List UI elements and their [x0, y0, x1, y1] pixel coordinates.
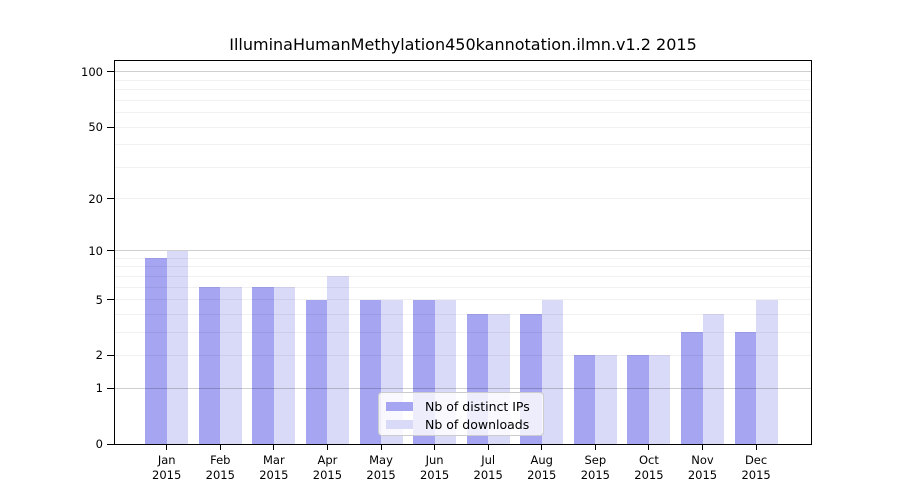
bar-apr-nb-of-distinct-ips — [305, 299, 328, 444]
bar-mar-nb-of-distinct-ips — [252, 287, 274, 444]
bar-mar-nb-of-downloads — [273, 287, 296, 444]
x-tick — [380, 445, 382, 450]
x-tick — [594, 445, 596, 450]
x-tick-label: Feb 2015 — [205, 453, 235, 482]
bar-dec-nb-of-distinct-ips — [734, 332, 757, 444]
bar-sep-nb-of-distinct-ips — [573, 355, 596, 444]
gridline-minor — [115, 144, 811, 146]
bar-nov-nb-of-distinct-ips — [681, 332, 703, 444]
y-tick-label: 10 — [88, 243, 103, 258]
x-tick — [487, 445, 489, 450]
gridline-major — [115, 387, 811, 389]
legend-label-downloads: Nb of downloads — [425, 416, 530, 432]
x-tick — [166, 445, 168, 450]
gridline-minor — [115, 198, 811, 200]
legend-swatch-distinct-ips — [386, 401, 413, 411]
x-tick — [755, 445, 757, 450]
x-tick — [702, 445, 703, 450]
bar-dec-nb-of-downloads — [756, 299, 778, 444]
legend-item-distinct-ips: Nb of distinct IPs — [386, 397, 543, 415]
gridline-major — [115, 71, 811, 73]
gridline-minor — [115, 331, 811, 333]
legend-swatch-downloads — [386, 419, 413, 429]
x-tick — [273, 445, 275, 450]
x-tick-label: Dec 2015 — [741, 453, 771, 482]
bar-sep-nb-of-downloads — [595, 355, 617, 444]
x-tick-label: Mar 2015 — [259, 453, 289, 482]
y-tick-label: 100 — [81, 64, 103, 79]
gridline-minor — [115, 112, 811, 114]
y-tick — [107, 387, 114, 389]
x-tick-label: Jun 2015 — [419, 453, 450, 482]
bar-jan-nb-of-downloads — [166, 250, 189, 444]
gridline-minor — [115, 313, 811, 315]
bar-feb-nb-of-downloads — [220, 287, 242, 444]
y-tick-label: 20 — [88, 191, 103, 206]
bar-feb-nb-of-distinct-ips — [198, 287, 221, 444]
x-tick — [219, 445, 221, 450]
bar-oct-nb-of-downloads — [648, 355, 671, 444]
x-tick-label: Jul 2015 — [473, 453, 503, 482]
y-tick — [107, 354, 114, 356]
legend-item-downloads: Nb of downloads — [386, 415, 543, 433]
gridline-minor — [115, 126, 811, 128]
gridline-minor — [115, 99, 811, 101]
x-tick-label: May 2015 — [366, 453, 396, 482]
plot-area: Nb of distinct IPs Nb of downloads — [114, 60, 812, 445]
chart-title: IlluminaHumanMethylation450kannotation.i… — [229, 35, 697, 54]
y-tick — [107, 443, 114, 445]
legend-label-distinct-ips: Nb of distinct IPs — [425, 398, 530, 414]
y-tick-label: 0 — [95, 437, 103, 451]
gridline-major — [115, 250, 811, 252]
x-tick-label: Jan 2015 — [152, 453, 182, 482]
gridline-minor — [115, 79, 811, 81]
gridline-minor — [115, 266, 811, 268]
gridline-minor — [115, 354, 811, 356]
gridline-minor — [115, 299, 811, 301]
gridline-minor — [115, 166, 811, 168]
bar-nov-nb-of-downloads — [702, 314, 724, 444]
bar-aug-nb-of-downloads — [541, 299, 564, 444]
legend: Nb of distinct IPs Nb of downloads — [378, 392, 544, 436]
bar-jan-nb-of-distinct-ips — [145, 258, 167, 444]
y-tick — [107, 126, 114, 128]
x-tick — [326, 445, 328, 450]
gridline-minor — [115, 286, 811, 288]
x-tick-label: Oct 2015 — [634, 453, 664, 482]
bar-oct-nb-of-distinct-ips — [627, 355, 649, 444]
gridline-minor — [115, 275, 811, 277]
x-tick — [648, 445, 650, 450]
gridline-minor — [115, 257, 811, 259]
y-tick-label: 50 — [88, 120, 103, 135]
x-tick — [434, 445, 436, 450]
x-tick-label: Sep 2015 — [580, 453, 610, 482]
y-tick — [107, 198, 114, 200]
y-tick — [107, 299, 114, 301]
y-tick-label: 1 — [95, 381, 103, 396]
bar-apr-nb-of-downloads — [327, 276, 349, 444]
y-tick-label: 5 — [95, 292, 103, 307]
bar-may-nb-of-distinct-ips — [359, 299, 382, 444]
y-tick — [107, 250, 114, 252]
x-tick-label: Apr 2015 — [312, 453, 343, 482]
y-tick-label: 2 — [95, 348, 103, 363]
x-tick-label: Aug 2015 — [527, 453, 557, 482]
x-tick-label: Nov 2015 — [687, 453, 718, 482]
gridline-minor — [115, 89, 811, 91]
x-tick — [541, 445, 543, 450]
y-tick — [107, 71, 114, 73]
